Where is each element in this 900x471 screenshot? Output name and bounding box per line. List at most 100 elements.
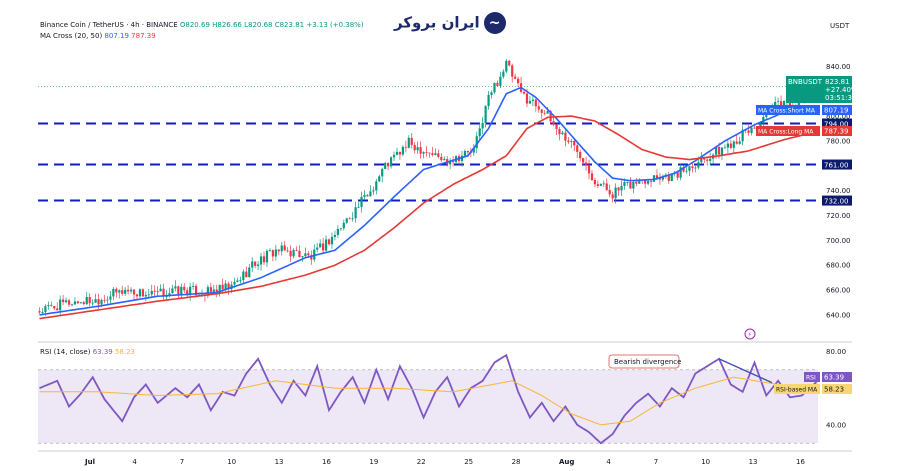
candle-body[interactable] bbox=[339, 228, 342, 230]
candle-body[interactable] bbox=[351, 218, 354, 220]
candle-body[interactable] bbox=[502, 71, 505, 77]
candle-body[interactable] bbox=[590, 173, 594, 181]
candle-body[interactable] bbox=[407, 137, 410, 148]
candle-body[interactable] bbox=[153, 290, 156, 292]
candle-body[interactable] bbox=[499, 76, 502, 86]
candle-body[interactable] bbox=[490, 92, 493, 95]
candle-body[interactable] bbox=[537, 106, 540, 110]
candle-body[interactable] bbox=[319, 243, 322, 248]
candle-body[interactable] bbox=[348, 218, 351, 220]
candle-body[interactable] bbox=[209, 287, 212, 292]
candle-body[interactable] bbox=[301, 256, 304, 258]
candle-body[interactable] bbox=[777, 101, 780, 102]
candle-body[interactable] bbox=[428, 152, 431, 154]
candle-body[interactable] bbox=[463, 151, 467, 156]
candle-body[interactable] bbox=[62, 299, 65, 303]
candle-body[interactable] bbox=[558, 129, 561, 135]
candle-body[interactable] bbox=[277, 249, 280, 252]
candle-body[interactable] bbox=[579, 151, 582, 159]
candle-body[interactable] bbox=[73, 301, 77, 305]
candle-body[interactable] bbox=[177, 286, 180, 295]
candle-body[interactable] bbox=[596, 184, 599, 186]
candle-body[interactable] bbox=[67, 300, 71, 305]
candle-body[interactable] bbox=[735, 141, 738, 144]
candle-body[interactable] bbox=[59, 299, 62, 311]
candle-body[interactable] bbox=[227, 283, 230, 290]
candle-body[interactable] bbox=[242, 271, 245, 281]
candle-body[interactable] bbox=[135, 294, 139, 297]
candle-body[interactable] bbox=[138, 289, 142, 297]
candle-body[interactable] bbox=[508, 60, 511, 66]
candle-body[interactable] bbox=[233, 281, 236, 285]
candle-body[interactable] bbox=[567, 140, 570, 142]
ma-short-line[interactable] bbox=[39, 86, 817, 316]
candle-body[interactable] bbox=[404, 146, 407, 148]
candle-body[interactable] bbox=[587, 165, 591, 174]
candle-body[interactable] bbox=[741, 129, 744, 142]
candle-body[interactable] bbox=[41, 311, 44, 313]
candle-body[interactable] bbox=[97, 299, 100, 305]
candle-body[interactable] bbox=[549, 111, 552, 122]
candle-body[interactable] bbox=[685, 170, 688, 172]
candle-body[interactable] bbox=[44, 306, 47, 312]
candle-body[interactable] bbox=[617, 187, 620, 191]
rsi-line[interactable] bbox=[39, 353, 818, 445]
candle-body[interactable] bbox=[254, 261, 257, 266]
candle-body[interactable] bbox=[129, 289, 133, 292]
candle-body[interactable] bbox=[115, 288, 118, 293]
candle-body[interactable] bbox=[576, 145, 579, 152]
candle-body[interactable] bbox=[333, 234, 337, 237]
candle-body[interactable] bbox=[555, 124, 558, 130]
candle-body[interactable] bbox=[546, 111, 549, 114]
candle-body[interactable] bbox=[779, 101, 783, 108]
candle-body[interactable] bbox=[493, 82, 496, 93]
candle-body[interactable] bbox=[732, 141, 735, 148]
candle-body[interactable] bbox=[245, 271, 248, 278]
candle-body[interactable] bbox=[50, 305, 53, 307]
candle-body[interactable] bbox=[280, 245, 283, 252]
candle-body[interactable] bbox=[292, 249, 295, 257]
candle-body[interactable] bbox=[431, 153, 434, 155]
candle-body[interactable] bbox=[753, 127, 756, 129]
candle-body[interactable] bbox=[236, 280, 239, 282]
candle-body[interactable] bbox=[274, 249, 277, 257]
candle-body[interactable] bbox=[496, 82, 499, 86]
candle-body[interactable] bbox=[265, 250, 269, 263]
candle-body[interactable] bbox=[330, 236, 334, 245]
candle-body[interactable] bbox=[79, 302, 82, 304]
candle-body[interactable] bbox=[443, 159, 446, 161]
candle-body[interactable] bbox=[121, 290, 124, 294]
candle-body[interactable] bbox=[413, 144, 416, 151]
candle-body[interactable] bbox=[505, 60, 508, 72]
candle-body[interactable] bbox=[88, 297, 91, 304]
candle-body[interactable] bbox=[573, 141, 576, 146]
candle-body[interactable] bbox=[437, 153, 440, 157]
candle-body[interactable] bbox=[511, 65, 514, 77]
candle-body[interactable] bbox=[570, 141, 573, 142]
candle-body[interactable] bbox=[168, 293, 171, 297]
candle-body[interactable] bbox=[709, 158, 712, 161]
candle-body[interactable] bbox=[144, 295, 147, 297]
candle-body[interactable] bbox=[127, 289, 130, 292]
candle-body[interactable] bbox=[70, 304, 74, 306]
candle-body[interactable] bbox=[76, 301, 79, 304]
candle-body[interactable] bbox=[180, 286, 183, 295]
candle-body[interactable] bbox=[593, 180, 597, 185]
candle-body[interactable] bbox=[103, 299, 106, 301]
candle-body[interactable] bbox=[56, 308, 59, 311]
candle-body[interactable] bbox=[584, 162, 588, 166]
lightning-icon[interactable] bbox=[744, 328, 756, 340]
candle-body[interactable] bbox=[389, 157, 393, 167]
candle-body[interactable] bbox=[283, 245, 286, 251]
candle-body[interactable] bbox=[189, 286, 192, 296]
candle-body[interactable] bbox=[620, 185, 623, 191]
candle-body[interactable] bbox=[159, 288, 162, 292]
candle-body[interactable] bbox=[47, 305, 50, 307]
candle-body[interactable] bbox=[478, 128, 481, 137]
candle-body[interactable] bbox=[212, 289, 215, 292]
candle-body[interactable] bbox=[206, 287, 209, 296]
candle-body[interactable] bbox=[658, 178, 662, 180]
candle-body[interactable] bbox=[410, 137, 413, 145]
candle-body[interactable] bbox=[747, 130, 750, 133]
candle-body[interactable] bbox=[132, 289, 136, 295]
